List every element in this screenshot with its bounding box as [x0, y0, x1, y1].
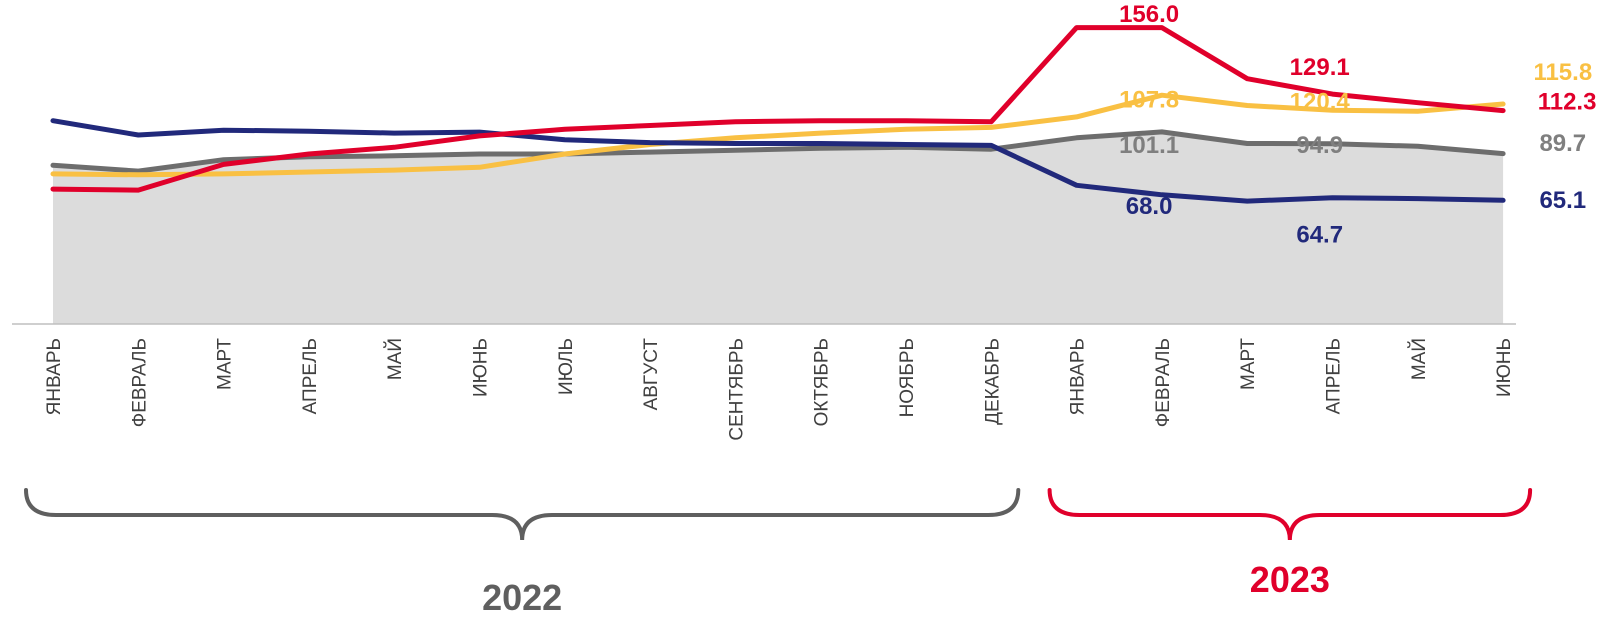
x-tick-label: АВГУСТ [641, 338, 662, 411]
year-label-2023: 2023 [1250, 559, 1330, 600]
series-line-red [50, 25, 1506, 193]
x-tick-labels: ЯНВАРЬ ФЕВРАЛЬ МАРТ АПРЕЛЬ МАЙ ИЮНЬ ИЮЛЬ АВГУСТ… [44, 338, 1515, 441]
x-tick-label: ДЕКАБРЬ [982, 338, 1003, 425]
x-tick-label: НОЯБРЬ [897, 338, 918, 417]
data-label: 64.7 [1296, 221, 1343, 248]
x-tick-label: МАЙ [1408, 338, 1430, 380]
data-label: 107.8 [1119, 86, 1179, 113]
x-tick-label: СЕНТЯБРЬ [726, 338, 747, 441]
year-label-2022: 2022 [482, 577, 562, 618]
series-lines [50, 25, 1506, 204]
area-layer [53, 131, 1504, 324]
year-brackets: 2022 2023 [24, 488, 1533, 618]
data-label: 129.1 [1290, 54, 1350, 81]
x-tick-label: ФЕВРАЛЬ [129, 338, 150, 427]
data-label: 89.7 [1539, 130, 1586, 157]
data-label: 120.4 [1290, 88, 1351, 115]
year-bracket-2022 [24, 488, 1021, 541]
year-bracket-2023 [1047, 488, 1533, 541]
data-label: 101.1 [1119, 132, 1179, 159]
x-tick-label: ФЕВРАЛЬ [1153, 338, 1174, 427]
x-tick-label: ЯНВАРЬ [44, 338, 65, 415]
x-tick-label: ИЮНЬ [1494, 338, 1515, 397]
series-line-yellow [50, 92, 1506, 178]
x-tick-label: ЯНВАРЬ [1068, 338, 1089, 415]
data-label: 68.0 [1126, 193, 1173, 220]
x-tick-label: АПРЕЛЬ [300, 338, 321, 414]
data-label: 65.1 [1539, 187, 1586, 214]
x-tick-label: ИЮЛЬ [556, 338, 577, 395]
data-label: 112.3 [1538, 88, 1597, 115]
x-tick-label: АПРЕЛЬ [1324, 338, 1345, 414]
x-tick-label: МАРТ [215, 338, 236, 390]
x-tick-label: МАРТ [1238, 338, 1259, 390]
data-label: 156.0 [1119, 1, 1179, 28]
data-label: 115.8 [1533, 59, 1592, 86]
x-tick-label: ИЮНЬ [471, 338, 492, 397]
data-label: 94.9 [1296, 132, 1343, 159]
series-line-navy [50, 118, 1506, 204]
series-area-gray [53, 131, 1504, 324]
x-tick-label: ОКТЯБРЬ [812, 338, 833, 426]
x-tick-label: МАЙ [384, 338, 406, 380]
